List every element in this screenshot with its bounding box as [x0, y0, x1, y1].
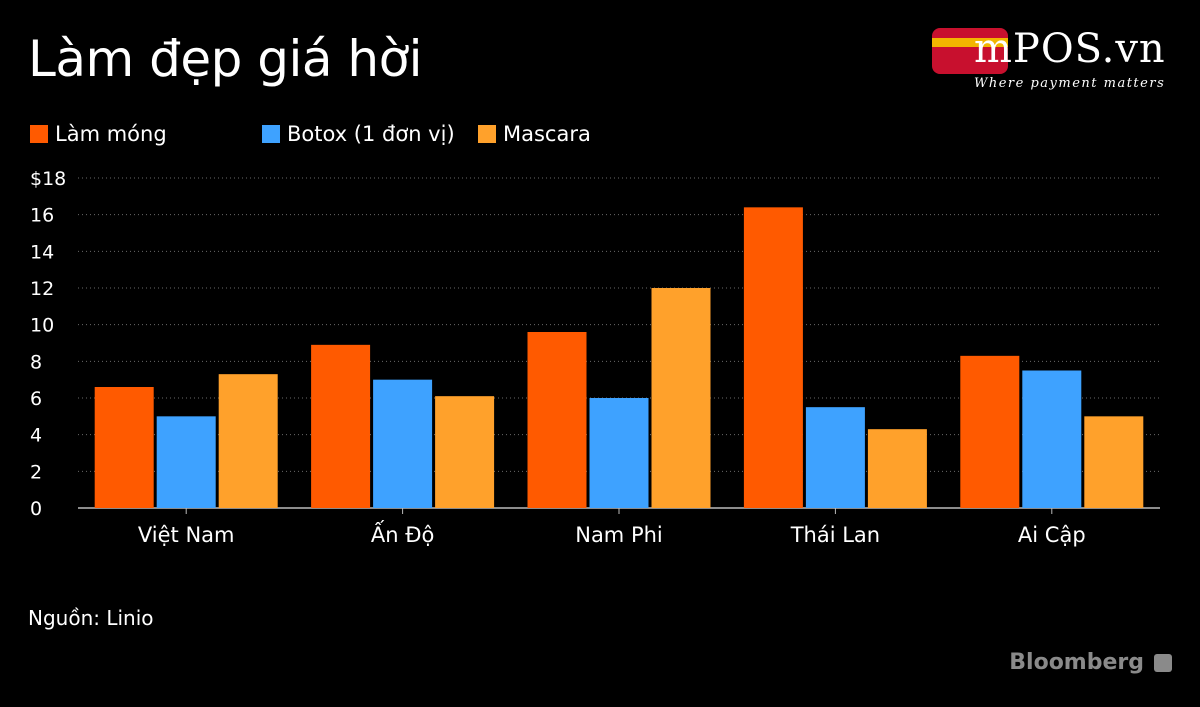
y-tick-label: 6	[30, 388, 42, 410]
card-stripe	[932, 38, 1008, 47]
y-tick-label: $18	[30, 168, 66, 190]
bar	[94, 387, 154, 508]
bar	[435, 396, 495, 508]
bloomberg-credit: Bloomberg	[1009, 650, 1172, 675]
y-tick-label: 2	[30, 461, 42, 483]
x-tick-label: Thái Lan	[790, 523, 880, 547]
credit-text: Bloomberg	[1009, 650, 1144, 675]
x-tick-label: Việt Nam	[138, 523, 235, 547]
legend-swatch	[30, 125, 48, 143]
y-tick-label: 14	[30, 241, 54, 263]
y-tick-label: 10	[30, 315, 54, 337]
legend-swatch	[478, 125, 496, 143]
mpos-logo: mPOS.vn Where payment matters	[930, 26, 1180, 96]
bar	[218, 374, 278, 508]
legend-item-botox: Botox (1 đơn vị)	[262, 122, 455, 146]
y-tick-label: 12	[30, 278, 54, 300]
y-tick-label: 0	[30, 498, 42, 520]
y-tick-label: 4	[30, 425, 42, 447]
legend-item-lam-mong: Làm móng	[30, 122, 167, 146]
x-tick-label: Nam Phi	[575, 523, 663, 547]
x-tick-label: Ấn Độ	[371, 520, 434, 547]
bar	[1084, 416, 1144, 508]
legend-label: Làm móng	[55, 122, 167, 146]
source-note: Nguồn: Linio	[28, 606, 154, 630]
legend: Làm móng Botox (1 đơn vị) Mascara	[30, 122, 730, 148]
bar	[743, 207, 803, 509]
legend-label: Botox (1 đơn vị)	[287, 122, 455, 146]
logo-tagline: Where payment matters	[974, 76, 1166, 91]
logo-brand: mPOS.vn	[974, 26, 1166, 72]
bar	[960, 355, 1020, 508]
chart-title: Làm đẹp giá hời	[28, 30, 423, 88]
card-icon	[932, 28, 1008, 74]
legend-item-mascara: Mascara	[478, 122, 591, 146]
bar	[156, 416, 216, 508]
bar	[527, 332, 587, 508]
bloomberg-icon	[1154, 653, 1172, 672]
bar	[867, 429, 927, 508]
y-tick-label: 8	[30, 351, 42, 373]
y-tick-label: 16	[30, 205, 54, 227]
bar	[311, 344, 371, 508]
x-tick-label: Ai Cập	[1018, 523, 1086, 547]
bar	[651, 288, 711, 508]
bar	[589, 398, 649, 508]
legend-label: Mascara	[503, 122, 591, 146]
bar	[373, 379, 433, 508]
bar	[805, 407, 865, 508]
bar	[1022, 370, 1082, 508]
legend-swatch	[262, 125, 280, 143]
